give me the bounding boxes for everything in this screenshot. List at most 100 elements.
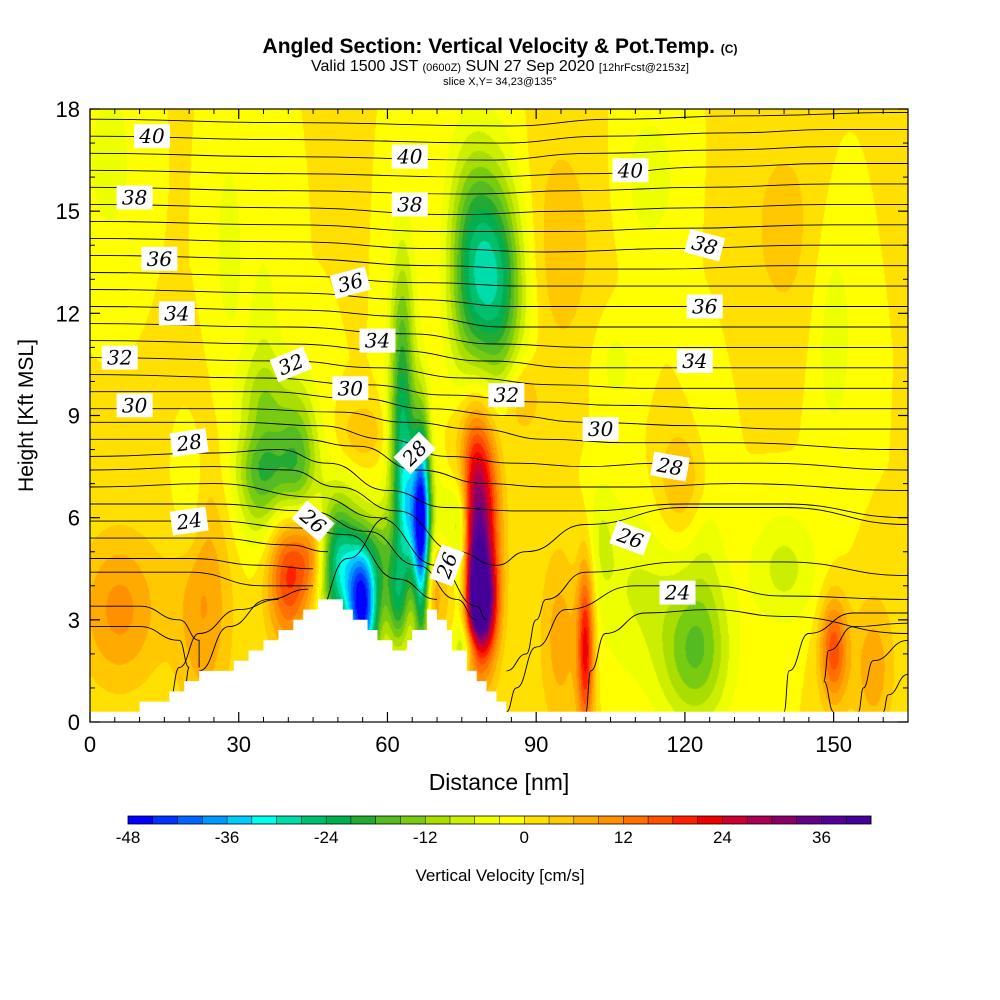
contour-label-box <box>659 580 696 605</box>
contour-line-37 <box>823 622 908 713</box>
colorbar-swatch <box>623 816 649 824</box>
contour-label-32: 32 <box>101 345 138 370</box>
y-tick-label: 3 <box>68 608 80 633</box>
colorbar-swatch <box>227 816 253 824</box>
contour-line-21 <box>90 220 908 233</box>
chart-title: Angled Section: Vertical Velocity & Pot.… <box>0 36 1000 60</box>
x-tick-label: 0 <box>84 732 96 757</box>
y-tick-label: 15 <box>56 199 80 224</box>
contour-line-39 <box>882 673 908 713</box>
x-tick-label: 150 <box>815 732 852 757</box>
contour-label-text: 30 <box>588 417 614 441</box>
x-axis-label: Distance [nm] <box>429 769 570 795</box>
contour-label-box <box>609 520 652 556</box>
y-tick-label: 6 <box>68 506 80 531</box>
contour-label-24: 24 <box>169 506 209 536</box>
slice-info: slice X,Y= 34,23@135° <box>443 76 557 88</box>
contour-label-box <box>158 301 195 326</box>
contour-line-36 <box>783 612 908 713</box>
colorbar-swatch <box>499 816 525 824</box>
colorbar-swatch <box>771 816 798 824</box>
contour-label-box <box>101 345 138 370</box>
contour-label-box <box>488 383 525 408</box>
colorbar-tick-label: -24 <box>314 828 339 847</box>
contour-line-11 <box>90 391 908 430</box>
colorbar-tick-label: -48 <box>116 828 141 847</box>
title-block: Angled Section: Vertical Velocity & Pot.… <box>0 36 1000 89</box>
contour-label-38: 38 <box>391 192 428 217</box>
contour-label-text: 28 <box>174 429 204 456</box>
colorbar-label: Vertical Velocity [cm/s] <box>415 866 584 885</box>
contour-label-text: 32 <box>107 346 132 370</box>
colorbar-swatch <box>672 816 699 824</box>
contour-label-box <box>169 428 209 458</box>
colorbar-swatch <box>697 816 723 824</box>
colorbar-swatch <box>598 816 624 824</box>
contour-label-34: 34 <box>676 349 713 373</box>
contour-label-text: 24 <box>664 581 690 605</box>
x-tick-label: 60 <box>375 732 399 757</box>
contour-line-32 <box>90 605 200 668</box>
contour-label-36: 36 <box>141 246 178 271</box>
contour-label-text: 30 <box>338 376 364 400</box>
colorbar-swatch <box>747 816 773 824</box>
contour-label-box <box>169 506 209 536</box>
contour-label-text: 34 <box>365 329 390 353</box>
contour-line-26 <box>90 128 908 144</box>
contour-line-24 <box>90 163 908 178</box>
contour-label-text: 36 <box>147 247 173 271</box>
contour-line-14 <box>90 340 908 369</box>
colorbar-swatch <box>573 816 599 824</box>
contour-line-22 <box>90 203 908 216</box>
plot-area: 4038363432302824323634302628264038323028… <box>90 109 908 722</box>
contour-label-box <box>391 192 428 217</box>
valid-time-local: Valid 1500 JST <box>311 58 419 75</box>
contour-line-9 <box>90 421 908 471</box>
colorbar-swatch <box>128 816 154 824</box>
colorbar-swatch <box>177 816 203 824</box>
contour-line-2 <box>90 537 329 553</box>
contour-line-18 <box>90 272 908 287</box>
contour-label-text: 28 <box>654 452 684 480</box>
contour-label-32: 32 <box>488 383 525 408</box>
contour-label-box <box>359 328 396 353</box>
contour-label-36: 36 <box>686 294 723 319</box>
colorbar-swatch <box>722 816 748 824</box>
contour-label-40: 40 <box>612 158 649 183</box>
contour-line-30 <box>168 598 279 703</box>
contour-label-36: 36 <box>329 266 371 299</box>
contour-label-box <box>612 158 649 183</box>
contour-label-box <box>686 294 723 319</box>
contour-line-38 <box>857 639 908 713</box>
y-tick-label: 18 <box>56 97 80 122</box>
contour-line-0 <box>90 571 314 587</box>
x-tick-label: 90 <box>524 732 548 757</box>
contour-line-34 <box>506 585 908 713</box>
contour-line-17 <box>90 289 908 307</box>
contour-label-30: 30 <box>582 417 619 442</box>
contour-line-7 <box>90 449 908 519</box>
colorbar-swatch <box>549 816 575 824</box>
contour-line-35 <box>585 609 908 713</box>
colorbar-swatch <box>796 816 822 824</box>
y-tick-label: 12 <box>56 301 80 326</box>
contour-label-box <box>116 185 153 210</box>
chart-title-unit: (C) <box>720 42 738 56</box>
contour-label-text: 34 <box>682 349 707 373</box>
contour-label-box <box>141 246 178 271</box>
contour-line-25 <box>90 146 908 161</box>
colorbar-swatch <box>276 816 302 824</box>
colorbar-swatch <box>152 816 178 824</box>
contour-label-box <box>393 431 436 475</box>
contour-label-box <box>269 346 312 383</box>
contour-label-28: 28 <box>169 428 209 458</box>
contour-line-31 <box>90 626 190 692</box>
contour-label-28: 28 <box>650 451 690 482</box>
colorbar-swatch <box>202 816 228 824</box>
contour-label-box <box>684 228 726 262</box>
colorbar-tick-label: 24 <box>713 828 732 847</box>
contour-label-30: 30 <box>332 376 369 401</box>
contour-label-34: 34 <box>359 328 396 353</box>
colorbar-swatch <box>474 816 500 824</box>
